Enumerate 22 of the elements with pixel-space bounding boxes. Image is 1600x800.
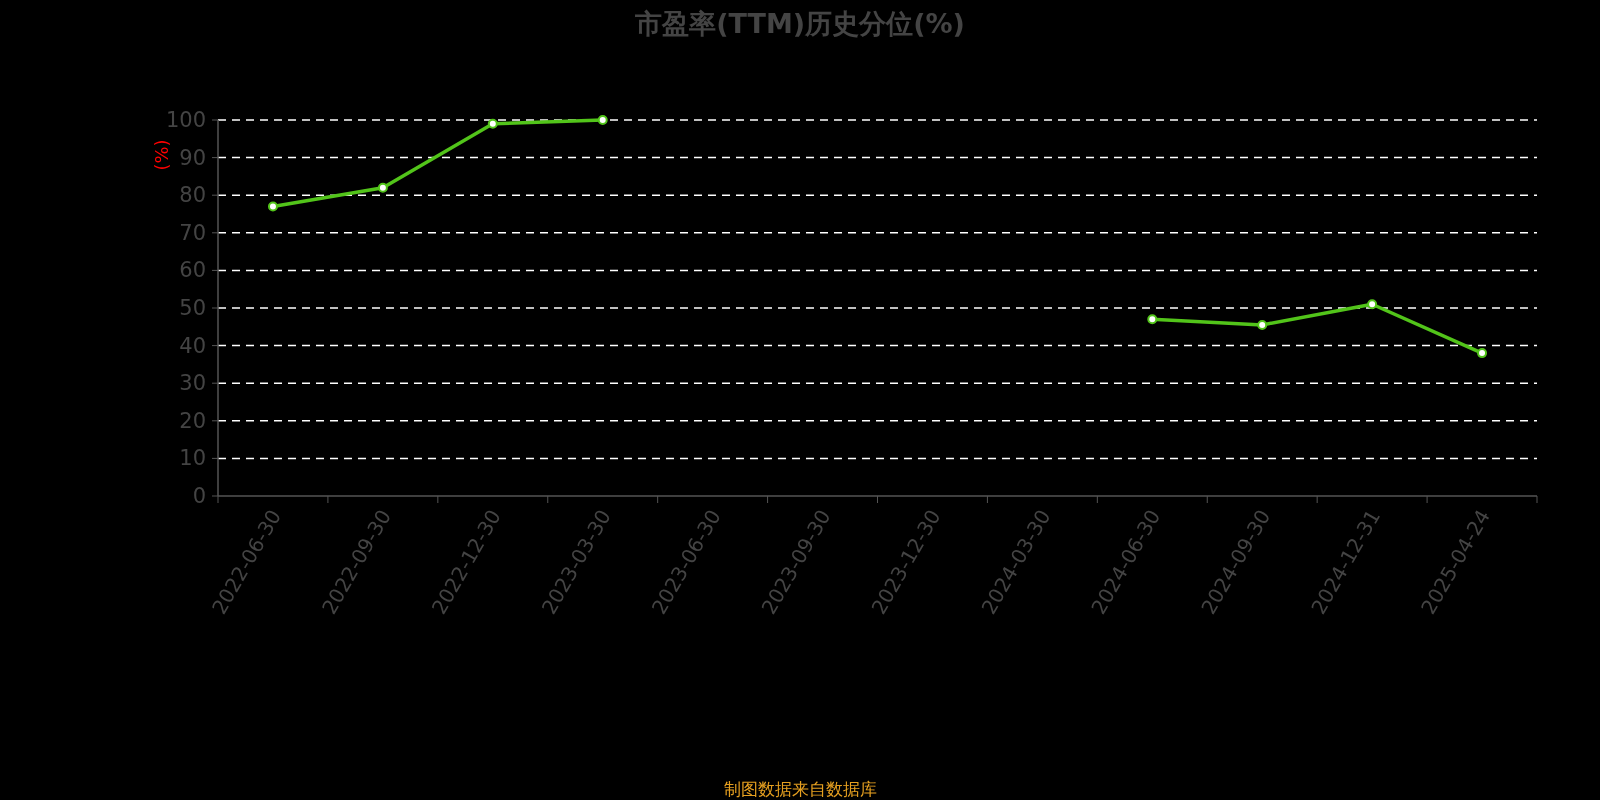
y-tick-label: 100 (165, 108, 206, 132)
point (1147, 314, 1158, 325)
y-tick-label: 70 (179, 220, 206, 245)
point (597, 115, 608, 125)
y-axis-title: (%) (151, 139, 173, 171)
point (1257, 319, 1268, 330)
point (267, 201, 278, 212)
y-tick-label: 20 (179, 408, 206, 433)
y-tick-label: 10 (179, 446, 206, 471)
y-tick-label: 30 (179, 371, 206, 396)
point (487, 118, 498, 129)
y-tick-label: 0 (192, 484, 206, 508)
chart-title: 市盈率(TTM)历史分位(%) (634, 8, 965, 39)
y-tick-label: 80 (179, 183, 206, 208)
point (1367, 299, 1378, 310)
point (377, 182, 388, 193)
y-tick-label: 50 (179, 296, 206, 320)
y-tick-label: 60 (179, 258, 206, 283)
y-tick-label: 90 (179, 145, 206, 170)
point (1477, 348, 1488, 359)
text: 制图数据来自数据库 (723, 779, 877, 799)
y-tick-label: 40 (179, 333, 206, 358)
